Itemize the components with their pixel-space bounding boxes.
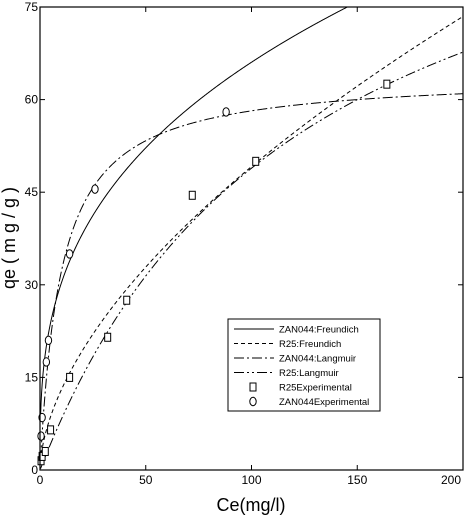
y-tick-label: 0 [31, 463, 38, 477]
zan044-experimental-point [37, 431, 45, 441]
r25-experimental-point [41, 446, 49, 456]
r25-experimental-point [104, 332, 112, 342]
y-tick-label: 45 [25, 185, 39, 199]
r25-experimental-point [252, 156, 260, 166]
x-tick-label: 0 [37, 473, 44, 487]
r25-experimental-point [188, 190, 196, 200]
y-tick-label: 75 [25, 0, 39, 14]
legend-label: R25:Freundich [279, 339, 341, 350]
x-tick-label: 150 [347, 473, 367, 487]
r25-experimental-point [47, 425, 55, 435]
r25-experimental-point [123, 295, 131, 305]
legend: ZAN044:Freundich R25:Freundich ZAN044:Lang… [227, 318, 381, 412]
y-tick-label: 30 [25, 278, 39, 292]
legend-label: ZAN044Experimental [279, 397, 369, 408]
zan044-freundlich-curve [40, 6, 348, 417]
zan044-experimental-point [44, 335, 53, 346]
axis-ticks: 0 50 100 150 200 0 15 30 45 60 75 [25, 0, 464, 487]
x-tick-label: 200 [441, 473, 461, 487]
fit-curves [40, 6, 464, 469]
r25-freundlich-curve [40, 16, 464, 461]
x-tick-label: 100 [241, 473, 261, 487]
r25-experimental-point [383, 79, 391, 89]
zan044-experimental-point [222, 107, 230, 117]
x-tick-label: 50 [139, 473, 153, 487]
zan044-experimental-point [65, 249, 74, 259]
legend-square-marker [249, 382, 257, 392]
zan044-experimental-point [91, 184, 99, 194]
zan044-langmuir-curve [40, 93, 464, 461]
r25-experimental-point [66, 372, 74, 382]
legend-label: ZAN044:Freundich [279, 325, 359, 336]
legend-label: ZAN044:Langmuir [279, 354, 356, 365]
x-axis-title: Ce(mg/l) [216, 495, 285, 515]
zan044-experimental-point [42, 357, 51, 367]
y-axis-title: qe ( m g / g ) [0, 187, 19, 289]
legend-label: R25:Langmuir [279, 368, 339, 379]
r25-langmuir-curve [40, 51, 464, 469]
legend-circle-marker [249, 396, 257, 407]
y-tick-label: 60 [25, 93, 39, 107]
legend-items: ZAN044:Freundich R25:Freundich ZAN044:Lang… [234, 325, 369, 408]
legend-box [227, 318, 381, 412]
y-tick-label: 15 [25, 370, 39, 384]
legend-label: R25Experimental [279, 383, 352, 394]
